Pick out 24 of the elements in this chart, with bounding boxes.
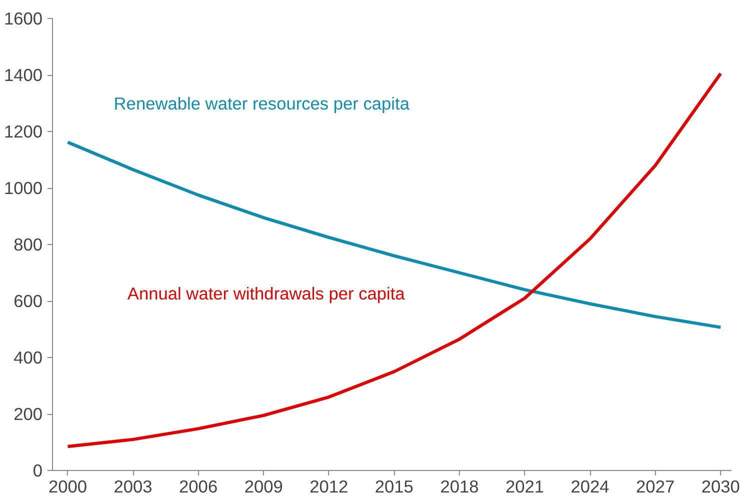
y-tick-label: 600 bbox=[14, 291, 43, 311]
y-tick-label: 1000 bbox=[4, 178, 43, 198]
line-series bbox=[66, 140, 722, 329]
x-tick-label: 2012 bbox=[310, 476, 348, 496]
text: Renewable water resources per capita bbox=[114, 93, 410, 114]
x-tick-label: 2015 bbox=[374, 476, 414, 496]
y-tick-label: 1400 bbox=[4, 65, 43, 85]
y-tick-label: 0 bbox=[32, 460, 43, 480]
y-tick-label: 200 bbox=[14, 404, 43, 424]
x-tick-label: 2018 bbox=[440, 476, 479, 496]
x-tick-label: 2027 bbox=[636, 476, 675, 496]
x-tick-label: 2003 bbox=[114, 476, 152, 496]
x-tick-label: 2024 bbox=[570, 476, 610, 496]
x-tick-label: 2000 bbox=[48, 476, 88, 496]
y-tick-label: 400 bbox=[14, 348, 43, 368]
y-tick-label: 1600 bbox=[4, 8, 43, 28]
x-tick-label: 2006 bbox=[179, 476, 218, 496]
y-tick-label: 1200 bbox=[4, 122, 43, 142]
y-tick-label: 800 bbox=[14, 234, 43, 254]
line-series bbox=[66, 72, 722, 448]
x-tick-label: 2021 bbox=[505, 476, 544, 496]
x-tick-label: 2009 bbox=[244, 476, 283, 496]
text: Annual water withdrawals per capita bbox=[127, 283, 406, 304]
x-tick-label: 2030 bbox=[701, 476, 740, 496]
